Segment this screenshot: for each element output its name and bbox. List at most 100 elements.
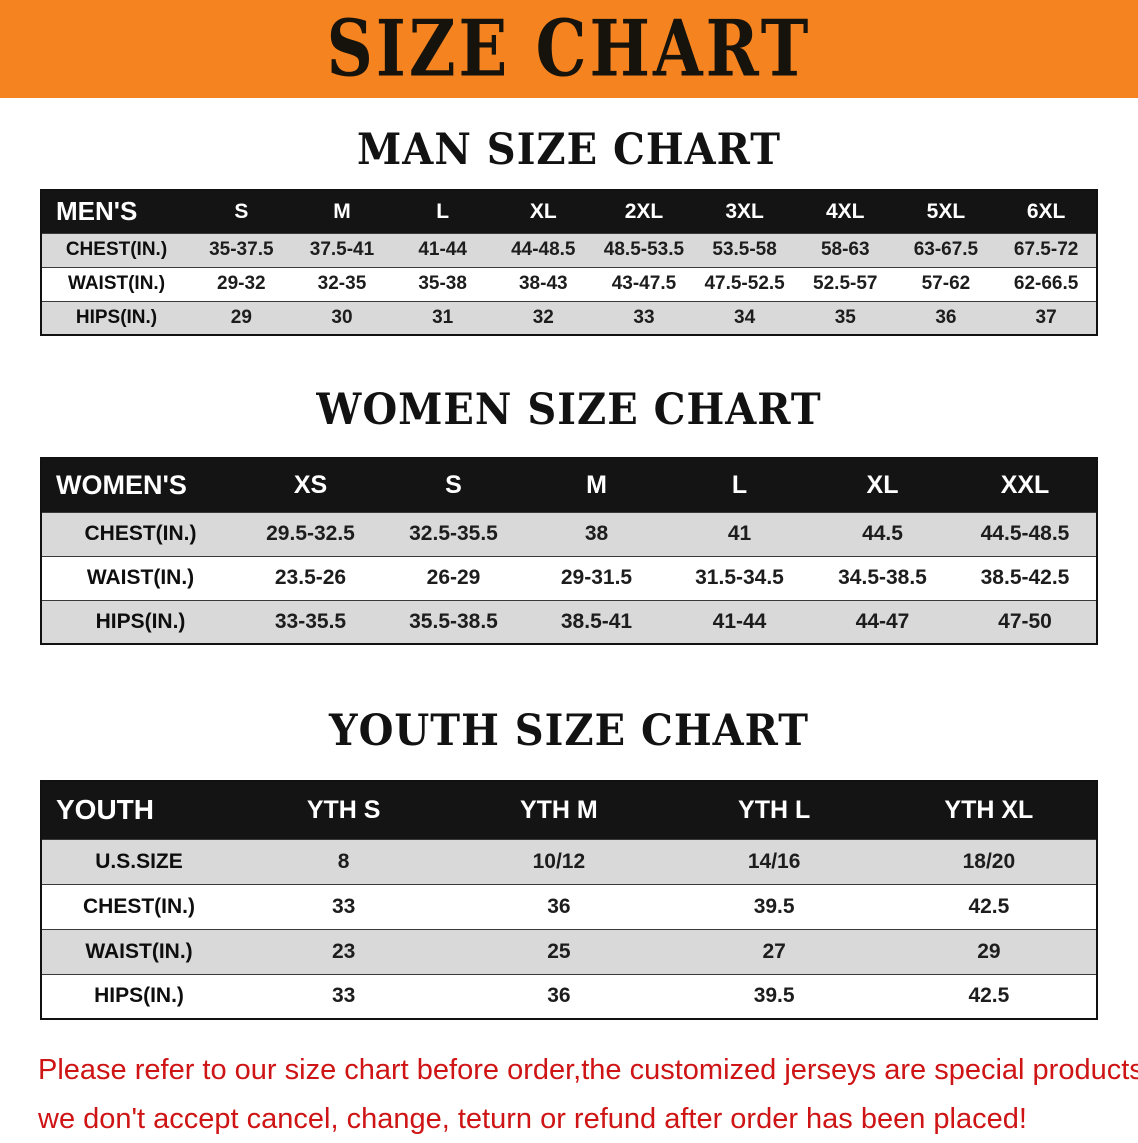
size-column-header: YTH M: [451, 781, 667, 839]
measurement-label: WAIST(IN.): [85, 939, 193, 963]
measurement-label: HIPS(IN.): [95, 609, 186, 633]
measurement-value: 32.5-35.5: [409, 522, 498, 545]
measurement-value: 26-29: [426, 566, 481, 589]
measurement-value: 57-62: [921, 273, 971, 294]
men-section-title: MAN SIZE CHART: [357, 124, 781, 175]
measurement-value: 37: [1035, 306, 1057, 328]
measurement-row: WAIST(IN.) 29-32 32-35 35-38 38-43 43-47.5 47.…: [41, 267, 1097, 301]
size-column-header: XL: [492, 190, 594, 233]
measurement-value: 35: [834, 306, 856, 328]
size-column-header: YTH XL: [881, 781, 1097, 839]
measurement-value: 53.5-58: [712, 239, 777, 260]
table-header-row: MEN'S S M L XL 2XL 3XL 4XL 5XL 6XL: [41, 190, 1097, 233]
size-column-header: 5XL: [895, 190, 997, 233]
size-column-header: S: [382, 458, 525, 512]
measurement-value: 33-35.5: [274, 609, 347, 633]
measurement-value: 31.5-34.5: [695, 566, 784, 589]
table-header-row: WOMEN'S XS S M L XL XXL: [41, 458, 1097, 512]
table-header-row: YOUTH YTH S YTH M YTH L YTH XL: [41, 781, 1097, 839]
measurement-value: 42.5: [968, 894, 1010, 918]
banner: SIZE CHART: [0, 0, 1138, 98]
measurement-value: 39.5: [753, 984, 795, 1008]
measurement-value: 37.5-41: [309, 239, 375, 260]
measurement-value: 29-31.5: [560, 566, 633, 589]
youth-section: YOUTH SIZE CHART YOUTH YTH S YTH M YTH L YTH…: [0, 705, 1138, 1020]
measurement-value: 35-37.5: [209, 239, 274, 260]
measurement-value: 41-44: [418, 239, 467, 260]
measurement-value: 23: [331, 939, 356, 963]
measurement-value: 38.5-42.5: [980, 566, 1070, 589]
measurement-value: 36: [547, 894, 571, 918]
measurement-value: 35.5-38.5: [409, 609, 498, 633]
size-column-header: 6XL: [996, 190, 1097, 233]
measurement-row: HIPS(IN.) 33-35.5 35.5-38.5 38.5-41 41-44 44-…: [41, 600, 1097, 644]
measurement-value: 42.5: [968, 984, 1010, 1008]
measurement-value: 39.5: [753, 894, 795, 918]
disclaimer-line-1: Please refer to our size chart before or…: [38, 1054, 1138, 1086]
measurement-value: 38: [584, 522, 609, 545]
measurement-value: 18/20: [962, 849, 1016, 873]
measurement-value: 63-67.5: [913, 239, 979, 260]
table-title-cell: YOUTH: [41, 781, 236, 839]
measurement-label: CHEST(IN.): [65, 239, 168, 260]
measurement-value: 43-47.5: [611, 273, 677, 294]
measurement-value: 58-63: [820, 239, 870, 260]
size-column-header: S: [191, 190, 292, 233]
measurement-label: HIPS(IN.): [75, 306, 158, 328]
measurement-label: CHEST(IN.): [83, 894, 195, 918]
measurement-label: U.S.SIZE: [95, 849, 183, 873]
measurement-value: 44-48.5: [511, 239, 576, 260]
measurement-row: CHEST(IN.) 33 36 39.5 42.5: [41, 884, 1097, 929]
measurement-row: U.S.SIZE 8 10/12 14/16 18/20: [41, 839, 1097, 884]
measurement-value: 10/12: [532, 849, 586, 873]
measurement-row: CHEST(IN.) 29.5-32.5 32.5-35.5 38 41 44.5 44.5…: [41, 512, 1097, 556]
measurement-value: 47.5-52.5: [704, 273, 785, 294]
measurement-value: 35-38: [418, 273, 467, 294]
measurement-value: 31: [432, 306, 454, 328]
size-column-header: XXL: [954, 458, 1097, 512]
measurement-value: 44-47: [855, 609, 910, 633]
measurement-value: 38-43: [518, 273, 568, 294]
size-column-header: M: [291, 190, 393, 233]
measurement-label: CHEST(IN.): [84, 522, 197, 545]
measurement-label: HIPS(IN.): [94, 984, 184, 1008]
measurement-value: 67.5-72: [1013, 239, 1079, 260]
measurement-value: 41: [727, 522, 752, 545]
measurement-value: 33: [331, 984, 356, 1008]
measurement-value: 41-44: [712, 609, 767, 633]
measurement-value: 34.5-38.5: [838, 566, 927, 589]
women-section: WOMEN SIZE CHART WOMEN'S XS S M L XL XXL CHEST(…: [0, 384, 1138, 645]
measurement-value: 33: [331, 894, 356, 918]
measurement-value: 8: [337, 849, 350, 873]
size-column-header: XL: [811, 458, 954, 512]
measurement-value: 38.5-41: [560, 609, 633, 633]
disclaimer: Please refer to our size chart before or…: [38, 1046, 1138, 1143]
men-section: MAN SIZE CHART MEN'S S M L XL 2XL 3XL 4XL 5XL 6XL…: [0, 124, 1138, 336]
measurement-label: WAIST(IN.): [86, 566, 195, 589]
women-size-table: WOMEN'S XS S M L XL XXL CHEST(IN.) 29.5-32.5 32.5…: [40, 457, 1098, 645]
measurement-value: 29.5-32.5: [266, 522, 355, 545]
measurement-row: CHEST(IN.) 35-37.5 37.5-41 41-44 44-48.5 48.5…: [41, 233, 1097, 267]
measurement-value: 48.5-53.5: [603, 239, 685, 260]
measurement-value: 14/16: [747, 849, 801, 873]
measurement-row: WAIST(IN.) 23 25 27 29: [41, 929, 1097, 974]
table-title-cell: WOMEN'S: [41, 458, 239, 512]
size-column-header: L: [668, 458, 811, 512]
measurement-value: 33: [633, 306, 655, 328]
size-column-header: XS: [239, 458, 382, 512]
size-column-header: L: [392, 190, 493, 233]
youth-section-title: YOUTH SIZE CHART: [329, 705, 809, 756]
measurement-value: 36: [547, 984, 571, 1008]
size-column-header: 2XL: [593, 190, 695, 233]
measurement-value: 36: [935, 306, 957, 328]
measurement-value: 32-35: [317, 273, 367, 294]
measurement-value: 44.5: [862, 522, 903, 545]
youth-size-table: YOUTH YTH S YTH M YTH L YTH XL U.S.SIZE 8 10/12…: [40, 780, 1098, 1020]
men-size-table: MEN'S S M L XL 2XL 3XL 4XL 5XL 6XL CHEST(IN.) 35-37…: [40, 189, 1098, 336]
measurement-value: 30: [331, 306, 353, 328]
measurement-value: 29: [977, 939, 1001, 963]
measurement-row: WAIST(IN.) 23.5-26 26-29 29-31.5 31.5-34.5 34…: [41, 556, 1097, 600]
table-title-cell: MEN'S: [41, 190, 191, 233]
measurement-value: 62-66.5: [1013, 273, 1079, 294]
